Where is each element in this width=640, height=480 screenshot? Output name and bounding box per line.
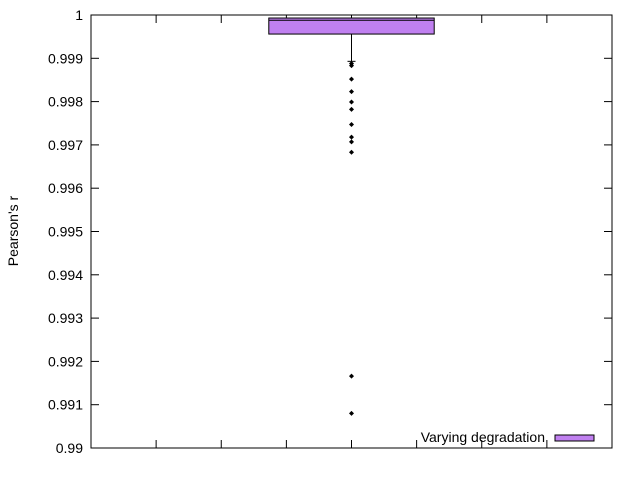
box-series — [268, 17, 435, 416]
y-tick-label: 0.992 — [48, 353, 83, 369]
outlier-point — [349, 134, 354, 140]
y-tick-label: 0.995 — [48, 224, 83, 240]
y-tick-label: 0.994 — [48, 267, 83, 283]
outlier-point — [349, 122, 354, 128]
y-tick-label: 0.993 — [48, 310, 83, 326]
y-tick-label: 0.996 — [48, 180, 83, 196]
y-tick-label: 0.997 — [48, 137, 83, 153]
legend: Varying degradation — [421, 429, 595, 445]
outlier-point — [349, 410, 354, 416]
legend-label: Varying degradation — [421, 429, 545, 445]
legend-swatch — [554, 434, 595, 442]
outlier-point — [349, 99, 354, 105]
y-tick-label: 1 — [75, 7, 83, 23]
outlier-point — [349, 89, 354, 95]
y-axis-title: Pearson's r — [5, 195, 21, 266]
iqr-box — [268, 17, 435, 35]
outlier-point — [349, 106, 354, 112]
y-tick-label: 0.998 — [48, 94, 83, 110]
y-tick-label: 0.99 — [56, 440, 83, 456]
y-tick-label: 0.999 — [48, 50, 83, 66]
outlier-point — [349, 139, 354, 145]
outlier-point — [349, 76, 354, 82]
outlier-point — [349, 63, 354, 69]
y-tick-label: 0.991 — [48, 397, 83, 413]
outlier-point — [349, 149, 354, 155]
outlier-point — [349, 373, 354, 379]
y-axis-ticks: 0.99 0.991 0.992 0.993 0.994 0.995 0.996 0.997 0… — [48, 7, 612, 456]
